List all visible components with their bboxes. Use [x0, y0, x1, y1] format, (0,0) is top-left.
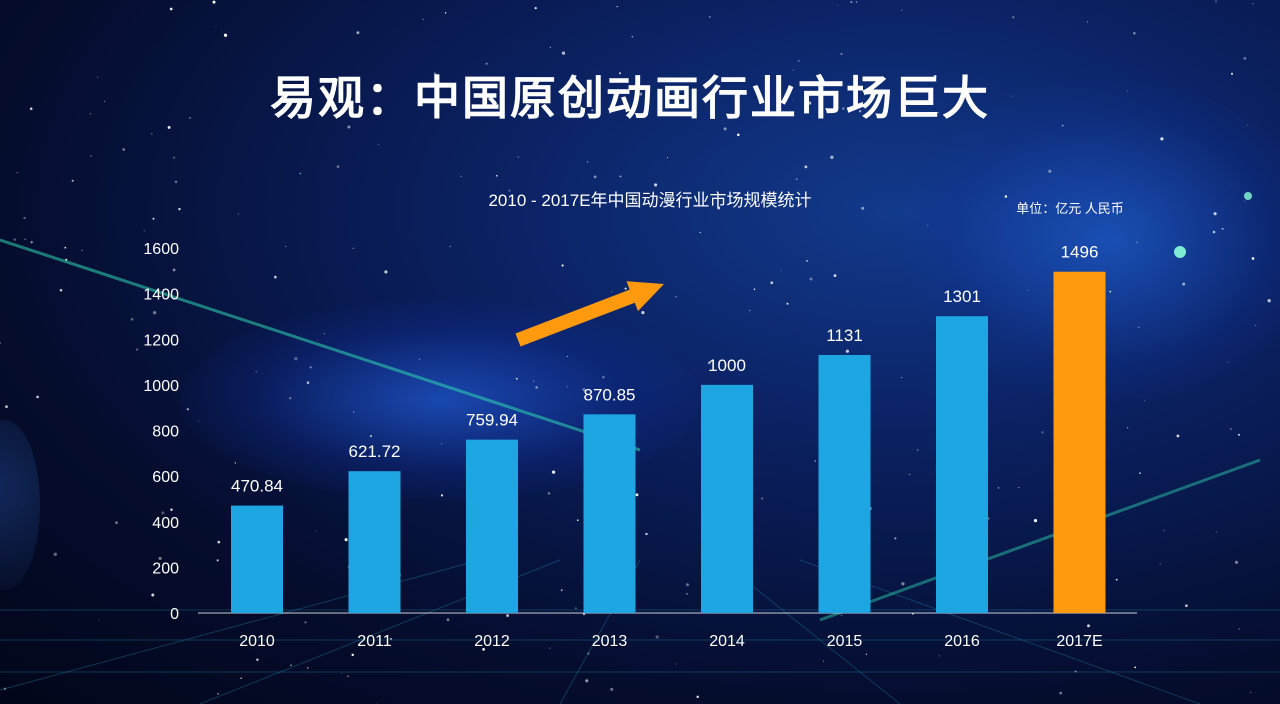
- data-label: 1131: [826, 326, 863, 345]
- bar-2012: [466, 439, 518, 613]
- x-tick-label: 2010: [239, 633, 275, 650]
- bar-2014: [701, 384, 753, 613]
- chart-title: 2010 - 2017E年中国动漫行业市场规模统计: [488, 191, 812, 210]
- bar-2010: [231, 505, 283, 613]
- bar-2015: [818, 354, 871, 613]
- light-streak: [819, 458, 1261, 622]
- data-label: 1301: [943, 287, 981, 306]
- x-tick-label: 2011: [357, 633, 392, 650]
- y-tick-label: 1600: [143, 241, 179, 258]
- y-tick-label: 0: [170, 606, 179, 623]
- x-tick-label: 2013: [592, 633, 628, 650]
- y-tick-label: 800: [152, 424, 179, 441]
- data-label: 1496: [1061, 243, 1099, 262]
- x-tick-label: 2016: [944, 633, 980, 650]
- bar-2011: [348, 471, 401, 613]
- data-label: 1000: [708, 356, 746, 375]
- x-tick-label: 2015: [827, 633, 863, 650]
- page-title: 易观：中国原创动画行业市场巨大: [270, 72, 990, 124]
- y-tick-label: 1000: [143, 378, 179, 395]
- light-streak: [0, 238, 641, 452]
- data-label: 621.72: [349, 442, 401, 461]
- y-tick-label: 600: [152, 469, 179, 486]
- x-tick-label: 2017E: [1056, 633, 1102, 650]
- data-label: 870.85: [584, 385, 636, 404]
- x-tick-label: 2012: [474, 633, 510, 650]
- y-tick-label: 400: [152, 515, 179, 532]
- bar-2017E: [1053, 271, 1106, 613]
- glow-star: [1244, 192, 1252, 200]
- data-label: 470.84: [231, 477, 283, 496]
- unit-label: 单位：亿元 人民币: [1016, 201, 1124, 216]
- y-tick-label: 1200: [143, 332, 179, 349]
- x-tick-label: 2014: [709, 633, 745, 650]
- y-tick-label: 200: [152, 560, 179, 577]
- y-tick-label: 1400: [143, 287, 179, 304]
- bar-2016: [936, 316, 988, 613]
- bar-2013: [583, 414, 636, 613]
- trend-arrow-icon: [515, 281, 664, 347]
- glow-star: [1174, 246, 1186, 258]
- data-label: 759.94: [466, 411, 518, 430]
